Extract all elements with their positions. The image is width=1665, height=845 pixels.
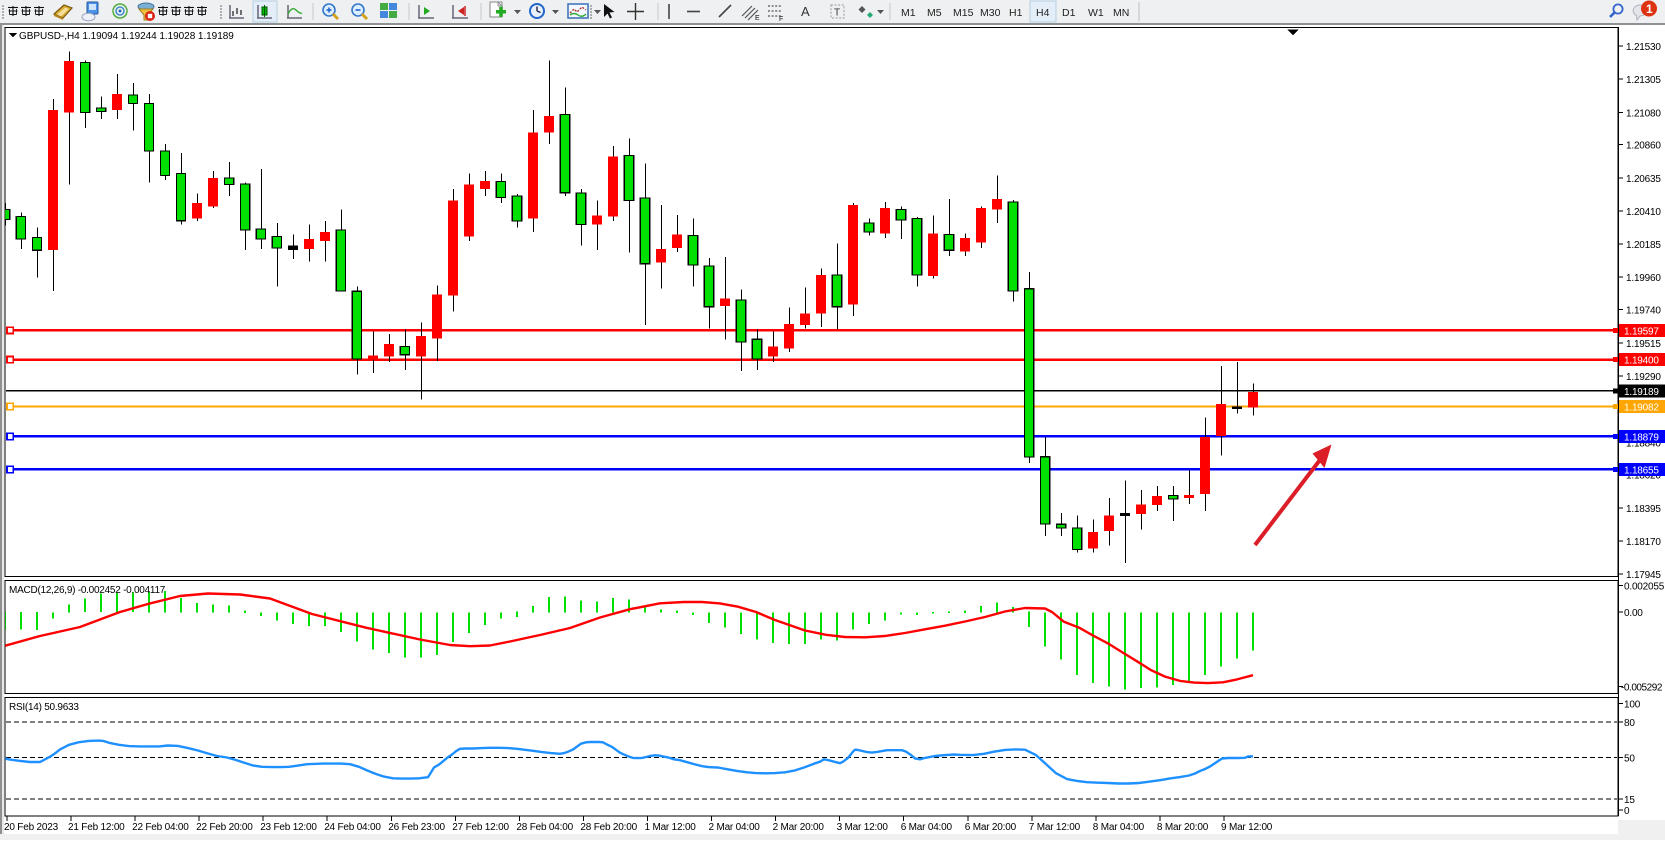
svg-text:W1: W1	[1088, 7, 1104, 19]
svg-text:28 Feb 20:00: 28 Feb 20:00	[580, 822, 637, 833]
svg-text:15: 15	[1624, 795, 1635, 806]
svg-text:MN: MN	[1113, 7, 1129, 19]
svg-text:1.18395: 1.18395	[1626, 504, 1661, 515]
svg-text:8 Mar 20:00: 8 Mar 20:00	[1157, 822, 1209, 833]
svg-text:1.20860: 1.20860	[1626, 141, 1661, 152]
svg-text:M5: M5	[927, 7, 942, 19]
svg-text:1.19597: 1.19597	[1624, 326, 1659, 337]
svg-text:M1: M1	[901, 7, 916, 19]
svg-text:A: A	[801, 4, 810, 19]
svg-text:1.20635: 1.20635	[1626, 174, 1661, 185]
svg-text:T: T	[834, 8, 840, 19]
svg-text:2 Mar 04:00: 2 Mar 04:00	[709, 822, 761, 833]
svg-text:1.20185: 1.20185	[1626, 240, 1661, 251]
svg-text:1.19290: 1.19290	[1626, 372, 1661, 383]
svg-text:27 Feb 12:00: 27 Feb 12:00	[452, 822, 509, 833]
svg-text:6 Mar 20:00: 6 Mar 20:00	[965, 822, 1017, 833]
svg-text:1.21530: 1.21530	[1626, 42, 1661, 53]
svg-text:1.18879: 1.18879	[1624, 432, 1659, 443]
svg-text:21 Feb 12:00: 21 Feb 12:00	[68, 822, 125, 833]
svg-text:H1: H1	[1009, 7, 1023, 19]
svg-text:H4: H4	[1036, 7, 1050, 19]
svg-text:E: E	[755, 15, 760, 22]
svg-text:0.00: 0.00	[1624, 608, 1643, 619]
svg-text:1.18170: 1.18170	[1626, 537, 1661, 548]
svg-text:1.18840: 1.18840	[1626, 438, 1661, 449]
svg-text:28 Feb 04:00: 28 Feb 04:00	[516, 822, 573, 833]
svg-text:6 Mar 04:00: 6 Mar 04:00	[901, 822, 953, 833]
svg-text:26 Feb 23:00: 26 Feb 23:00	[388, 822, 445, 833]
svg-text:22 Feb 04:00: 22 Feb 04:00	[132, 822, 189, 833]
svg-text:2 Mar 20:00: 2 Mar 20:00	[773, 822, 825, 833]
svg-text:1.17945: 1.17945	[1626, 570, 1661, 581]
svg-text:22 Feb 20:00: 22 Feb 20:00	[196, 822, 253, 833]
svg-text:100: 100	[1624, 699, 1641, 710]
svg-text:F: F	[779, 16, 783, 23]
svg-text:24 Feb 04:00: 24 Feb 04:00	[324, 822, 381, 833]
svg-text:1.18620: 1.18620	[1626, 471, 1661, 482]
svg-text:-0.005292: -0.005292	[1621, 682, 1663, 693]
svg-text:50: 50	[1624, 754, 1635, 765]
svg-text:MACD(12,26,9) -0.002452 -0.004: MACD(12,26,9) -0.002452 -0.004117	[9, 585, 166, 596]
svg-text:D1: D1	[1062, 7, 1076, 19]
svg-text:9 Mar 12:00: 9 Mar 12:00	[1221, 822, 1273, 833]
svg-text:3 Mar 12:00: 3 Mar 12:00	[837, 822, 889, 833]
svg-text:1.18655: 1.18655	[1624, 465, 1659, 476]
svg-text:1.19515: 1.19515	[1626, 339, 1661, 350]
svg-text:1.21080: 1.21080	[1626, 108, 1661, 119]
svg-text:1.19189: 1.19189	[1624, 387, 1659, 398]
svg-text:1.19740: 1.19740	[1626, 306, 1661, 317]
svg-text:7 Mar 12:00: 7 Mar 12:00	[1029, 822, 1081, 833]
svg-text:GBPUSD-,H4 1.19094 1.19244 1.: GBPUSD-,H4 1.19094 1.19244 1.19028 1.191…	[19, 31, 234, 42]
svg-text:1.21305: 1.21305	[1626, 75, 1661, 86]
svg-text:1: 1	[1646, 2, 1653, 16]
svg-text:0.002055: 0.002055	[1624, 582, 1665, 593]
svg-text:1 Mar 12:00: 1 Mar 12:00	[645, 822, 697, 833]
svg-text:8 Mar 04:00: 8 Mar 04:00	[1093, 822, 1145, 833]
svg-text:1.19400: 1.19400	[1624, 356, 1659, 367]
svg-text:80: 80	[1624, 718, 1635, 729]
svg-text:20 Feb 2023: 20 Feb 2023	[4, 822, 59, 833]
svg-text:M30: M30	[980, 7, 1001, 19]
svg-text:1.20410: 1.20410	[1626, 207, 1661, 218]
svg-text:M15: M15	[953, 7, 974, 19]
svg-text:1.19082: 1.19082	[1624, 403, 1659, 414]
svg-text:23 Feb 12:00: 23 Feb 12:00	[260, 822, 317, 833]
svg-text:1.19960: 1.19960	[1626, 273, 1661, 284]
svg-text:RSI(14) 50.9633: RSI(14) 50.9633	[9, 702, 79, 713]
svg-text:0: 0	[1624, 806, 1630, 817]
